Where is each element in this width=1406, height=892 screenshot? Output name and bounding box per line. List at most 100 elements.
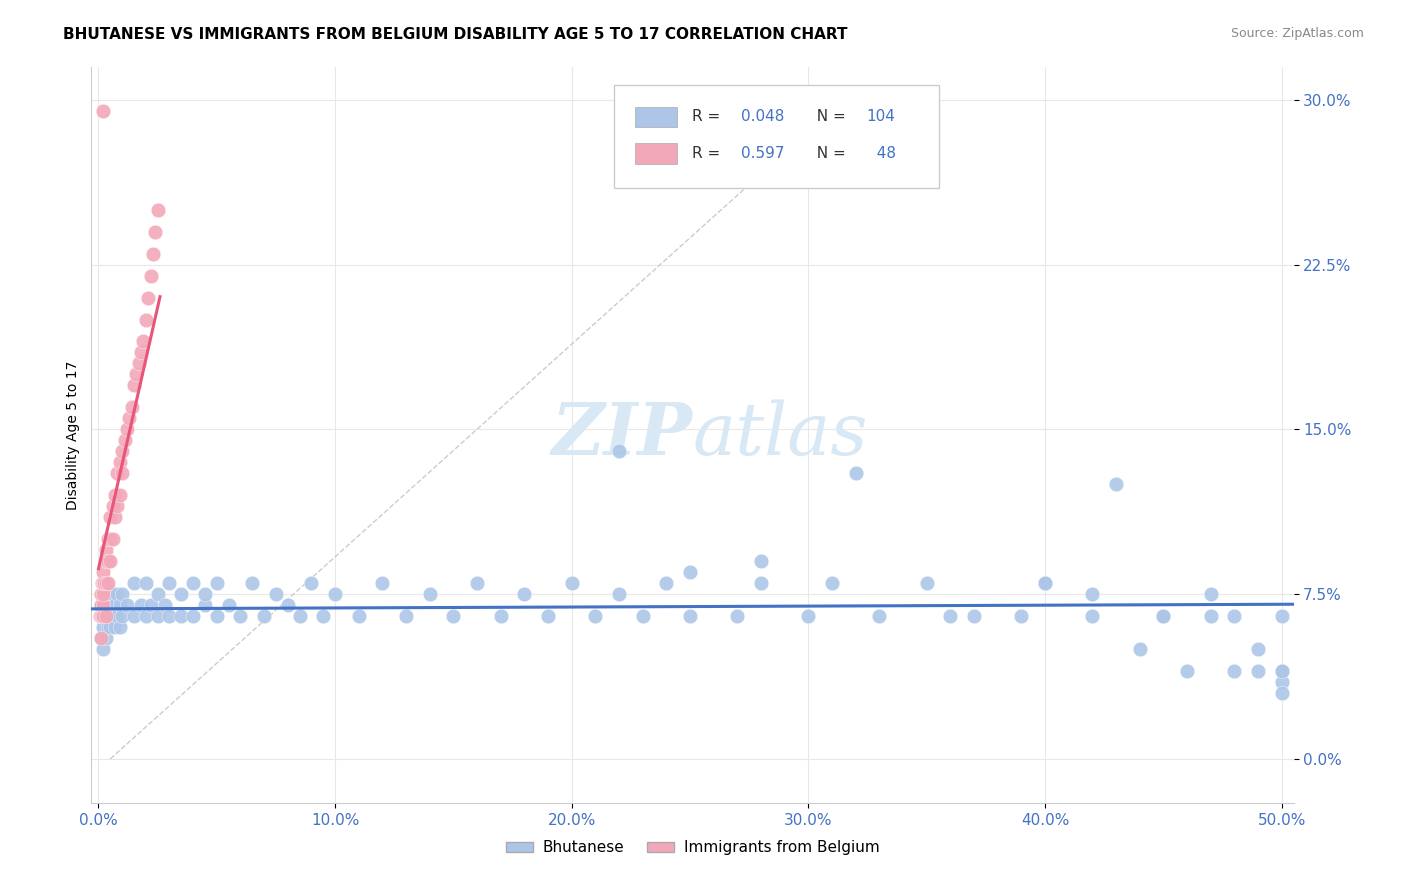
Point bbox=[1271, 664, 1294, 678]
Point bbox=[725, 609, 748, 624]
Point bbox=[323, 587, 346, 601]
Point bbox=[89, 609, 111, 624]
Point bbox=[1223, 609, 1246, 624]
Text: N =: N = bbox=[807, 146, 851, 161]
Point bbox=[122, 576, 145, 591]
Point bbox=[94, 587, 117, 601]
Text: 0.597: 0.597 bbox=[741, 146, 785, 161]
FancyBboxPatch shape bbox=[614, 86, 939, 188]
Point bbox=[104, 510, 127, 524]
Point bbox=[139, 598, 162, 612]
Point bbox=[94, 576, 117, 591]
Point bbox=[98, 598, 121, 612]
Point bbox=[114, 434, 136, 448]
Point bbox=[97, 554, 120, 568]
Point bbox=[347, 609, 370, 624]
Point bbox=[1175, 664, 1198, 678]
Point bbox=[1199, 609, 1222, 624]
Point bbox=[107, 609, 129, 624]
Point bbox=[91, 609, 114, 624]
Point bbox=[111, 609, 134, 624]
Point bbox=[91, 103, 114, 118]
Text: N =: N = bbox=[807, 110, 851, 125]
Point bbox=[229, 609, 252, 624]
Point bbox=[91, 565, 114, 579]
Point bbox=[1033, 576, 1056, 591]
Point bbox=[98, 554, 121, 568]
Point bbox=[108, 620, 131, 634]
Point bbox=[90, 609, 112, 624]
Point bbox=[135, 609, 157, 624]
Point bbox=[583, 609, 606, 624]
Point bbox=[111, 467, 134, 481]
Point bbox=[797, 609, 820, 624]
Text: 0.048: 0.048 bbox=[741, 110, 785, 125]
Point bbox=[122, 609, 145, 624]
Point bbox=[749, 554, 772, 568]
Point bbox=[93, 576, 115, 591]
Point bbox=[108, 488, 131, 502]
Point bbox=[91, 598, 114, 612]
Point bbox=[143, 225, 166, 239]
Point bbox=[94, 631, 117, 645]
Point bbox=[1247, 664, 1270, 678]
Point bbox=[371, 576, 394, 591]
Point bbox=[98, 532, 121, 546]
Point bbox=[170, 587, 193, 601]
Point bbox=[868, 609, 890, 624]
Point bbox=[1271, 609, 1294, 624]
Point bbox=[104, 488, 127, 502]
Point bbox=[91, 587, 114, 601]
Text: Source: ZipAtlas.com: Source: ZipAtlas.com bbox=[1230, 27, 1364, 40]
Point bbox=[101, 532, 124, 546]
Point bbox=[1247, 642, 1270, 657]
Text: BHUTANESE VS IMMIGRANTS FROM BELGIUM DISABILITY AGE 5 TO 17 CORRELATION CHART: BHUTANESE VS IMMIGRANTS FROM BELGIUM DIS… bbox=[63, 27, 848, 42]
Point bbox=[90, 631, 112, 645]
Point bbox=[135, 312, 157, 326]
Point bbox=[111, 444, 134, 458]
Point bbox=[90, 609, 112, 624]
Point bbox=[1105, 477, 1128, 491]
Point bbox=[91, 598, 114, 612]
Y-axis label: Disability Age 5 to 17: Disability Age 5 to 17 bbox=[66, 360, 80, 509]
Point bbox=[607, 587, 630, 601]
Point bbox=[94, 609, 117, 624]
Bar bbox=[634, 107, 676, 128]
Point bbox=[159, 576, 181, 591]
Point bbox=[1081, 609, 1104, 624]
Point bbox=[135, 576, 157, 591]
Point bbox=[107, 587, 129, 601]
Point bbox=[170, 609, 193, 624]
Point bbox=[125, 368, 148, 382]
Point bbox=[94, 543, 117, 558]
Point bbox=[915, 576, 938, 591]
Point bbox=[94, 554, 117, 568]
Point bbox=[561, 576, 583, 591]
Point bbox=[139, 268, 162, 283]
Bar bbox=[634, 144, 676, 164]
Point bbox=[1199, 587, 1222, 601]
Point bbox=[821, 576, 844, 591]
Point bbox=[277, 598, 299, 612]
Point bbox=[136, 291, 159, 305]
Point bbox=[1152, 609, 1174, 624]
Point bbox=[939, 609, 962, 624]
Point bbox=[312, 609, 335, 624]
Point bbox=[146, 202, 169, 217]
Text: R =: R = bbox=[692, 146, 725, 161]
Point bbox=[115, 422, 138, 436]
Point bbox=[97, 532, 120, 546]
Point bbox=[91, 620, 114, 634]
Point bbox=[91, 576, 114, 591]
Point bbox=[90, 598, 112, 612]
Point bbox=[963, 609, 986, 624]
Point bbox=[91, 642, 114, 657]
Text: ZIP: ZIP bbox=[551, 400, 692, 470]
Point bbox=[118, 411, 141, 425]
Point bbox=[104, 598, 127, 612]
Point bbox=[91, 609, 114, 624]
Point bbox=[194, 587, 217, 601]
Point bbox=[97, 598, 120, 612]
Point bbox=[655, 576, 678, 591]
Point bbox=[845, 467, 868, 481]
